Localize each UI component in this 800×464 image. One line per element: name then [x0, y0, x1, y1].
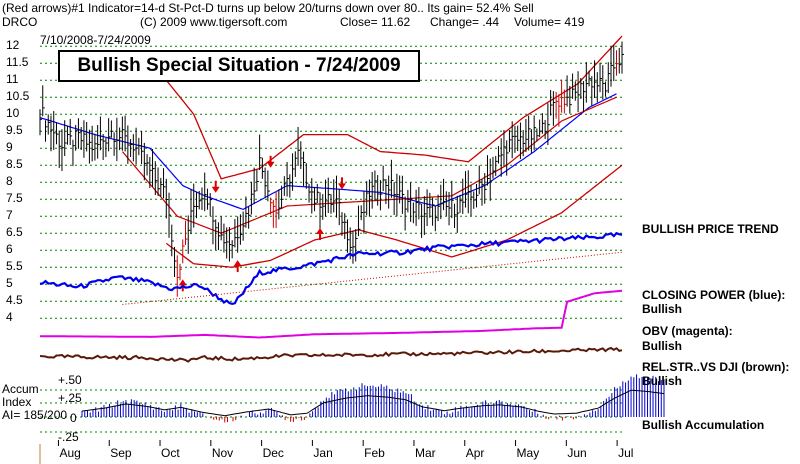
rel-str-status: Bullish — [642, 374, 683, 388]
x-tick-label: May — [516, 446, 540, 460]
x-tick-label: Aug — [59, 446, 81, 460]
rel-str-line — [39, 346, 623, 363]
x-tick-label: Dec — [262, 446, 284, 460]
y-tick-label: 6 — [6, 242, 13, 257]
volume-value: Volume= 419 — [514, 15, 585, 29]
date-range: 7/10/2008-7/24/2009 — [40, 33, 151, 47]
sell-arrow-head — [266, 161, 275, 168]
y-tick-label: 5.5 — [6, 259, 23, 274]
buy-arrow-head — [316, 228, 325, 235]
accum-tick-minus25: -.25 — [58, 430, 79, 444]
x-tick-label: Oct — [161, 446, 180, 460]
accum-ma-line — [81, 389, 665, 417]
change-value: Change= .44 — [430, 15, 500, 29]
lower-band — [165, 164, 623, 268]
x-tick-label: Jun — [567, 446, 587, 460]
sell-arrow-head — [211, 186, 220, 193]
rel-str — [39, 346, 623, 363]
buy-arrow-head — [178, 279, 187, 286]
price-trend-label: BULLISH PRICE TREND — [642, 222, 779, 236]
x-tick-label: Apr — [465, 446, 485, 460]
accum-tick-zero: 0 — [70, 411, 77, 425]
accumulation-label: Bullish Accumulation — [642, 418, 765, 432]
x-tick-label: Sep — [110, 446, 132, 460]
bollinger-bands — [165, 35, 623, 268]
accumulation-histogram — [81, 374, 665, 423]
y-tick-label: 9 — [6, 140, 13, 155]
x-tick-label: Mar — [414, 446, 436, 460]
x-tick-label: Jan — [313, 446, 333, 460]
y-tick-label: 6.5 — [6, 225, 23, 240]
upper-band — [165, 35, 623, 180]
closing-power — [39, 231, 623, 306]
headline-box: Bullish Special Situation - 7/24/2009 — [58, 50, 420, 82]
header-indicator-text: (Red arrows)#1 Indicator=14-d St-Pct-D t… — [2, 1, 534, 15]
grid-lines — [39, 45, 622, 464]
obv — [40, 289, 623, 339]
closing-power-status: Bullish — [642, 302, 683, 316]
obv-line — [40, 289, 623, 339]
y-tick-label: 10 — [6, 106, 20, 121]
closing-power-trend — [122, 251, 623, 305]
accum-ai-value: AI= 185/200 — [2, 408, 68, 422]
close-value: Close= 11.62 — [340, 15, 411, 29]
x-tick-label: Nov — [211, 446, 234, 460]
accum-tick-plus25: +.25 — [58, 391, 82, 405]
accum-tick-plus50: +.50 — [58, 373, 82, 387]
y-tick-label: 4.5 — [6, 293, 23, 308]
closing-power-line — [39, 231, 623, 306]
y-tick-label: 10.5 — [6, 89, 30, 104]
copyright-text: (C) 2009 www.tigersoft.com — [140, 15, 288, 29]
obv-label: OBV (magenta): — [642, 324, 733, 338]
price-bars — [39, 41, 624, 297]
y-tick-label: 11 — [6, 72, 19, 87]
accum-title: Accum — [2, 382, 39, 396]
x-tick-label: Jul — [618, 446, 634, 460]
x-tick-label: Feb — [364, 446, 385, 460]
y-tick-label: 7.5 — [6, 191, 23, 206]
ticker-symbol: DRCO — [2, 15, 38, 29]
y-tick-label: 4 — [6, 310, 13, 325]
rel-str-label: REL.STR..VS DJI (brown): — [642, 360, 790, 374]
sell-arrow-head — [337, 183, 346, 190]
y-tick-label: 9.5 — [6, 123, 23, 138]
accum-index-title: Index — [2, 395, 32, 409]
buy-arrow-head — [233, 260, 242, 267]
y-tick-label: 7 — [6, 208, 13, 223]
signal-arrows — [178, 155, 346, 292]
y-tick-label: 8.5 — [6, 157, 23, 172]
y-tick-label: 12 — [6, 38, 20, 53]
obv-status: Bullish — [642, 339, 683, 353]
y-tick-label: 5 — [6, 276, 13, 291]
closing-power-label: CLOSING POWER (blue): — [642, 288, 786, 302]
y-tick-label: 8 — [6, 174, 13, 189]
y-tick-label: 11.5 — [6, 55, 29, 70]
